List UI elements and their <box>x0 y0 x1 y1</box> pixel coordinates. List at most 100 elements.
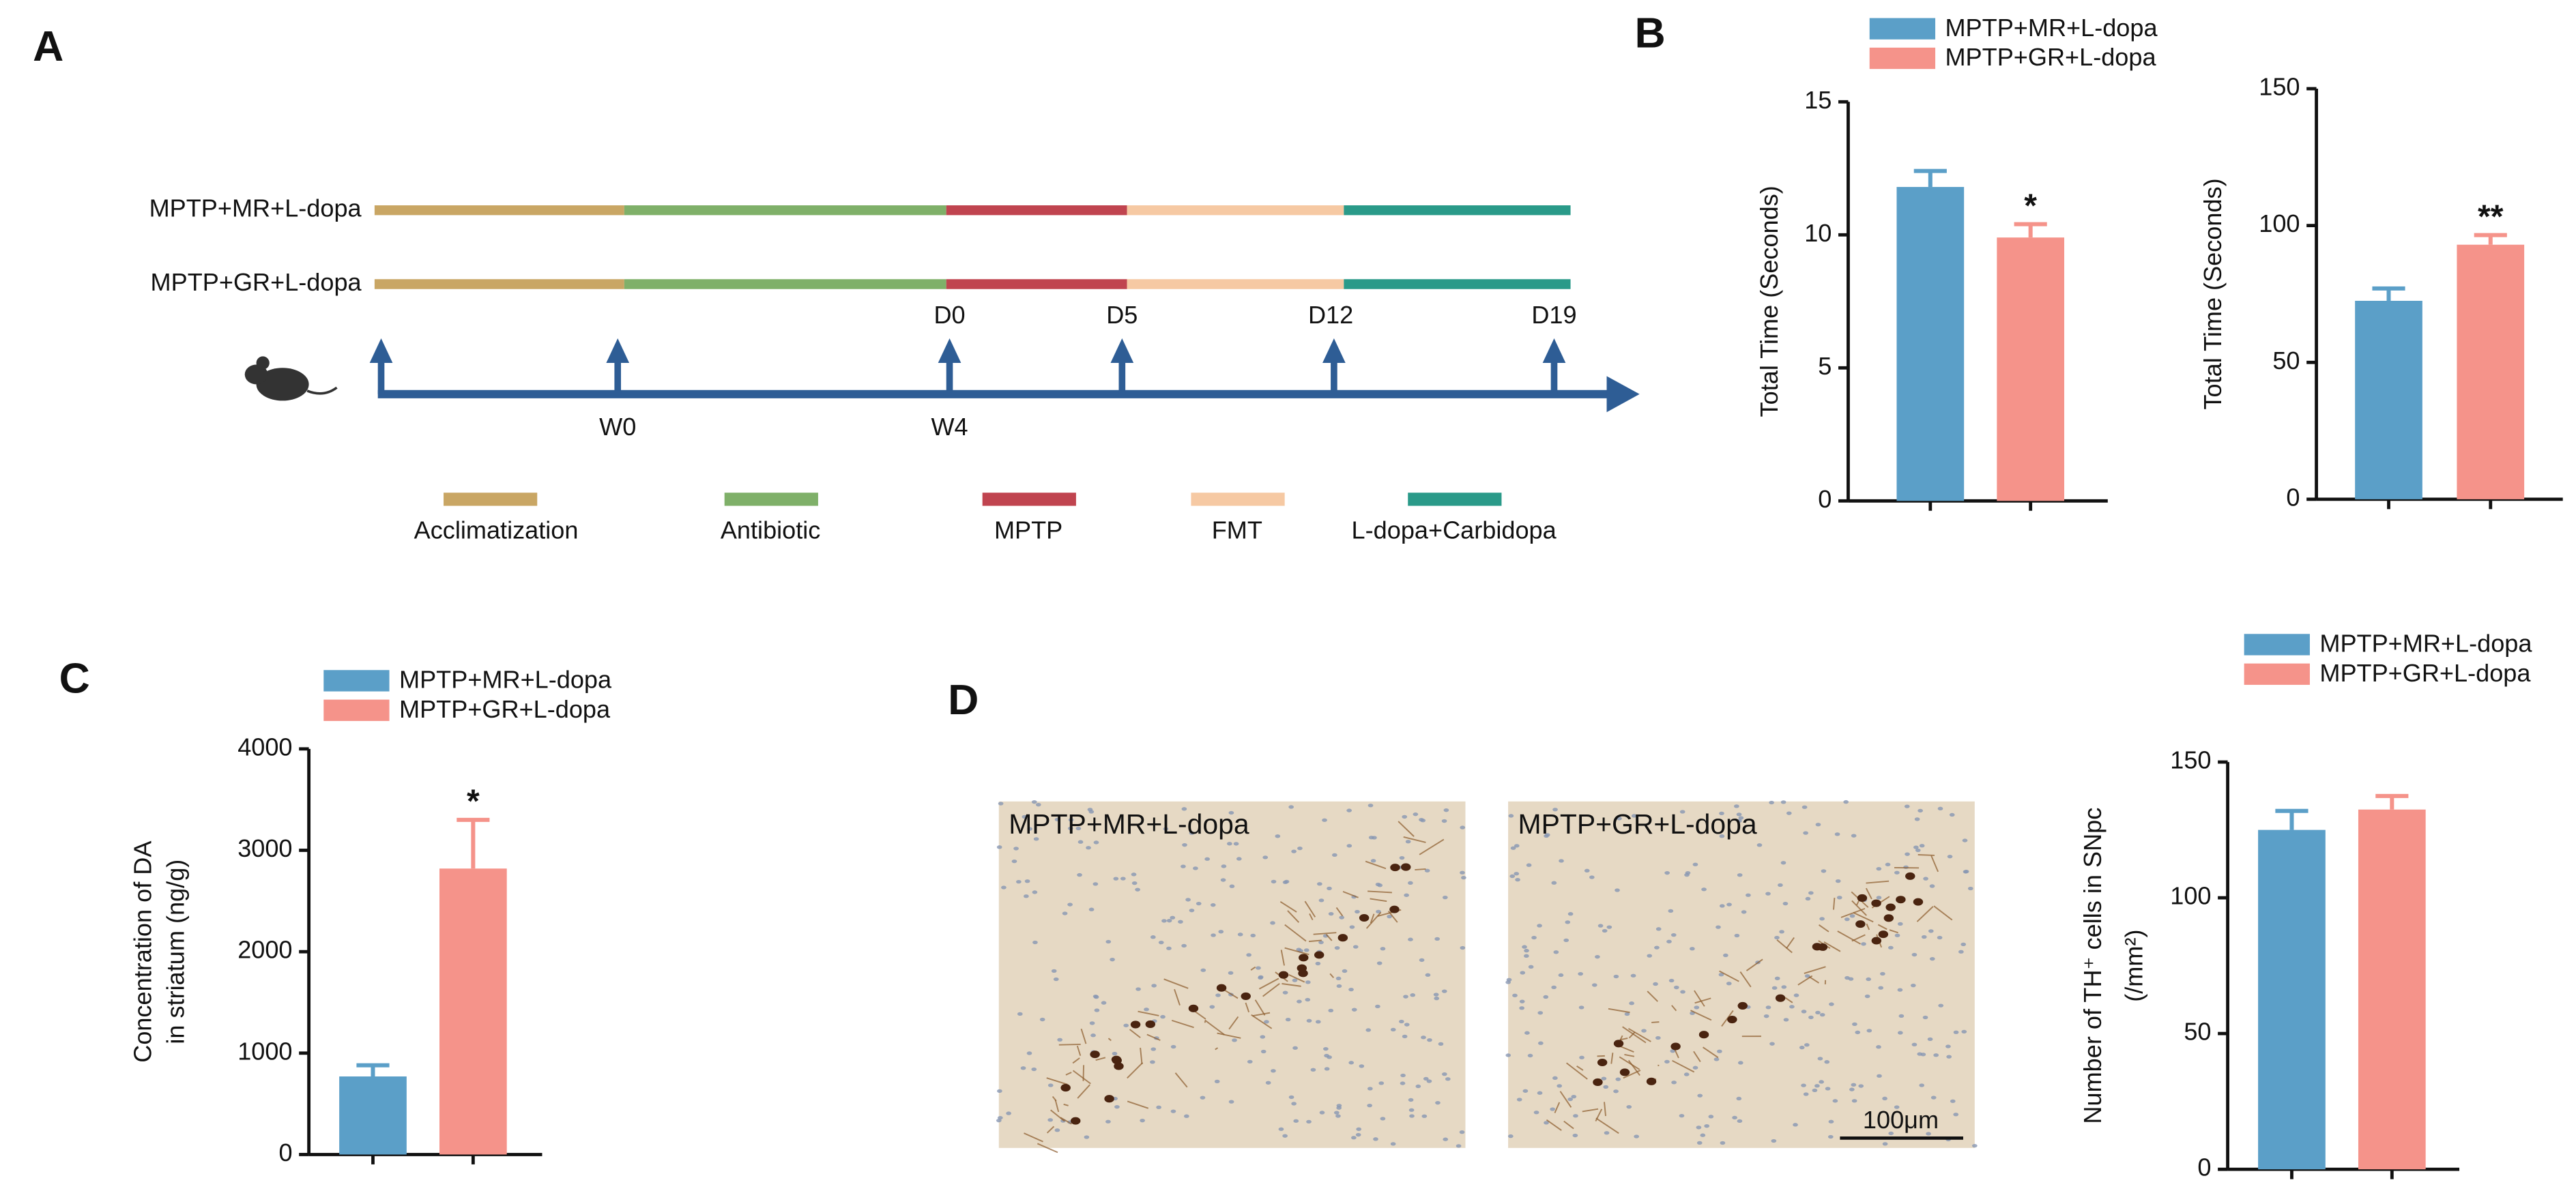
cell-nucleus <box>1926 1132 1931 1136</box>
cell-nucleus <box>1815 1010 1821 1015</box>
scale-bar-label: 100μm <box>1863 1106 1939 1134</box>
cell-nucleus <box>1701 887 1707 892</box>
cell-nucleus <box>1946 1055 1952 1059</box>
time-axis-arrow <box>1606 376 1640 413</box>
cell-nucleus <box>1086 846 1091 850</box>
th-neuron <box>1337 934 1348 942</box>
fiber <box>1546 1119 1562 1131</box>
cell-nucleus <box>1305 997 1311 1002</box>
y-tick-label: 2000 <box>237 936 292 964</box>
cell-nucleus <box>1053 977 1059 982</box>
cell-nucleus <box>1647 954 1653 958</box>
time-arrow-head <box>1542 338 1566 364</box>
cell-nucleus <box>1679 810 1685 814</box>
cell-nucleus <box>1765 1005 1771 1010</box>
th-neuron <box>1871 937 1882 945</box>
cell-nucleus <box>1380 947 1386 951</box>
cell-nucleus <box>1897 922 1903 926</box>
cell-nucleus <box>1318 940 1324 945</box>
cell-nucleus <box>1265 1081 1271 1085</box>
cell-nucleus <box>1456 1144 1462 1148</box>
cell-nucleus <box>1166 946 1172 950</box>
fiber <box>1228 1016 1239 1030</box>
cell-nucleus <box>1559 859 1564 863</box>
cell-nucleus <box>1387 914 1393 919</box>
cell-nucleus <box>1557 1084 1563 1088</box>
cell-nucleus <box>1971 1143 1978 1148</box>
cell-nucleus <box>1828 1119 1834 1124</box>
cell-nucleus <box>1322 1046 1329 1051</box>
fiber <box>1280 950 1285 966</box>
day-label: D12 <box>1308 301 1353 329</box>
fiber <box>1619 1056 1640 1070</box>
cell-nucleus <box>1160 1014 1166 1019</box>
micrograph-label: MPTP+GR+L-dopa <box>1518 808 1757 840</box>
cell-nucleus <box>1316 882 1322 886</box>
fiber <box>1916 906 1934 922</box>
cell-nucleus <box>1929 956 1935 961</box>
cell-nucleus <box>1087 808 1093 812</box>
cell-nucleus <box>1949 812 1955 817</box>
cell-nucleus <box>1595 955 1600 959</box>
legend-label: MPTP+GR+L-dopa <box>399 695 611 723</box>
cell-nucleus <box>1443 808 1449 812</box>
fiber <box>1174 1072 1188 1088</box>
cell-nucleus <box>1515 877 1520 882</box>
fiber <box>1129 1029 1141 1038</box>
cell-nucleus <box>1615 1077 1621 1081</box>
cell-nucleus <box>1372 836 1377 840</box>
th-neuron <box>1298 969 1308 978</box>
fiber <box>1046 1126 1055 1134</box>
y-tick-label: 100 <box>2259 209 2300 237</box>
cell-nucleus <box>1193 866 1198 870</box>
cell-nucleus <box>1163 827 1169 831</box>
fiber <box>1215 1047 1219 1051</box>
cell-nucleus <box>1673 985 1679 990</box>
cell-nucleus <box>1075 826 1082 831</box>
cell-nucleus <box>1694 1005 1700 1010</box>
cell-nucleus <box>1626 1104 1632 1109</box>
cell-nucleus <box>1630 973 1636 978</box>
fiber <box>1204 1019 1225 1036</box>
cell-nucleus <box>1851 834 1857 838</box>
y-tick-label: 0 <box>2197 1154 2211 1181</box>
legend-swatch <box>323 699 390 721</box>
cell-nucleus <box>1334 945 1340 950</box>
cell-nucleus <box>1960 942 1967 947</box>
cell-nucleus <box>1778 883 1783 887</box>
cell-nucleus <box>1898 1014 1905 1018</box>
cell-nucleus <box>1158 940 1164 945</box>
cell-nucleus <box>1843 799 1849 804</box>
cell-nucleus <box>1897 1031 1903 1035</box>
fiber <box>1252 1012 1271 1017</box>
th-neuron <box>1619 1068 1630 1076</box>
cell-nucleus <box>1808 891 1814 895</box>
fiber <box>1566 1062 1588 1080</box>
cell-nucleus <box>1233 842 1239 846</box>
cell-nucleus <box>1852 1022 1857 1027</box>
cell-nucleus <box>1537 1091 1543 1095</box>
cell-nucleus <box>1737 819 1742 823</box>
fiber <box>1619 1038 1628 1041</box>
cell-nucleus <box>1232 1038 1237 1042</box>
cell-nucleus <box>1221 864 1227 868</box>
cell-nucleus <box>1923 877 1928 881</box>
panel-label: B <box>1634 9 1665 57</box>
cell-nucleus <box>1950 1099 1956 1103</box>
cell-nucleus <box>1131 872 1137 877</box>
cell-nucleus <box>1606 925 1612 929</box>
cell-nucleus <box>1016 879 1022 884</box>
cell-nucleus <box>1679 1114 1685 1118</box>
cell-nucleus <box>1832 1099 1838 1103</box>
cell-nucleus <box>1904 804 1910 808</box>
cell-nucleus <box>1685 870 1691 875</box>
cell-nucleus <box>1367 804 1374 808</box>
cell-nucleus <box>1746 893 1751 897</box>
cell-nucleus <box>1226 842 1232 846</box>
cell-nucleus <box>1953 1113 1959 1117</box>
bar <box>2457 244 2525 499</box>
th-neuron <box>1145 1020 1156 1028</box>
fiber <box>1610 1053 1614 1064</box>
fiber <box>1415 868 1426 870</box>
th-neuron <box>1090 1051 1100 1059</box>
